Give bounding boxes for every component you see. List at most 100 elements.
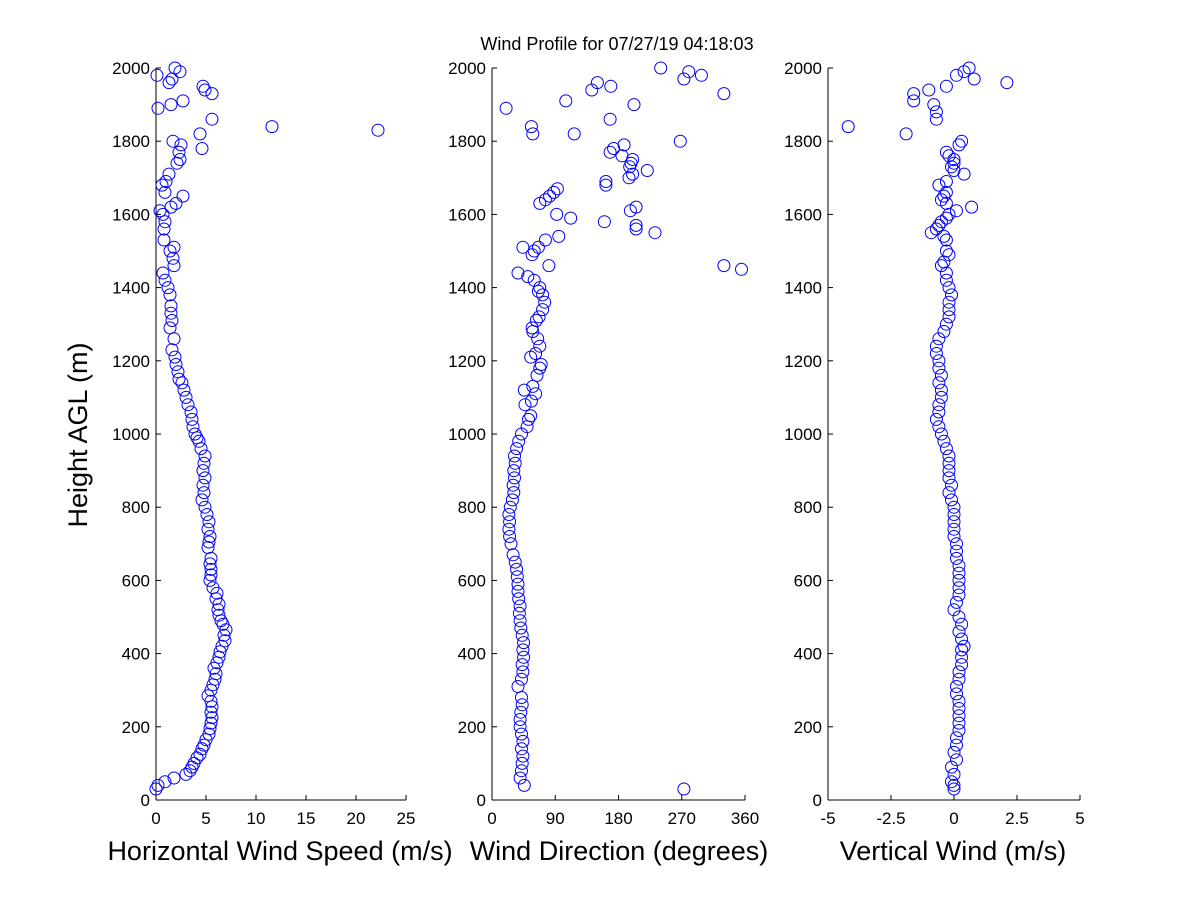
data-point — [934, 427, 948, 441]
data-point — [515, 698, 529, 712]
data-point — [512, 434, 526, 448]
data-point — [151, 778, 165, 792]
data-point — [203, 557, 217, 571]
data-point — [197, 738, 211, 752]
data-point — [216, 617, 230, 631]
data-point — [934, 390, 948, 404]
data-point — [510, 442, 524, 456]
y-tick-label: 600 — [122, 571, 150, 590]
data-point — [957, 639, 971, 653]
x-tick-label: 2.5 — [1005, 809, 1029, 828]
data-point — [942, 471, 956, 485]
data-point — [172, 145, 186, 159]
data-point — [955, 632, 969, 646]
data-point — [950, 731, 963, 745]
horizontal-wind-speed-panel: Horizontal Wind Speed (m/s) 020040060080… — [107, 59, 452, 866]
data-point — [939, 233, 953, 247]
data-point — [945, 160, 958, 174]
wind-direction-panel: Wind Direction (degrees) 0 200 400 600 800 10… — [448, 59, 768, 866]
data-point — [159, 175, 173, 188]
y-tick-label: 0 — [813, 791, 822, 810]
data-point — [203, 573, 217, 587]
y-tick-label: 0 — [141, 791, 150, 810]
data-point — [201, 541, 215, 554]
data-point — [947, 522, 961, 536]
x-tick-label: 20 — [347, 809, 366, 828]
data-point — [952, 694, 966, 708]
data-point — [952, 702, 966, 715]
data-point — [203, 722, 217, 736]
data-point — [512, 606, 526, 620]
x-tick-label: 15 — [297, 809, 316, 828]
data-point — [526, 127, 540, 141]
data-point — [513, 599, 527, 613]
data-point — [530, 368, 544, 382]
data-point — [198, 83, 212, 97]
y-tick-label: 1000 — [784, 425, 822, 444]
data-point — [955, 658, 969, 672]
data-point — [167, 332, 181, 346]
data-point — [521, 270, 535, 284]
x-axis-label-vertical: Vertical Wind (m/s) — [840, 836, 1067, 866]
y-tick-label: 1800 — [448, 132, 486, 151]
data-point — [567, 127, 581, 141]
data-point — [513, 614, 527, 628]
data-point — [164, 306, 178, 320]
data-point — [627, 98, 641, 112]
data-point — [524, 120, 538, 134]
data-point — [950, 68, 963, 82]
data-point — [929, 222, 943, 236]
data-point — [899, 127, 913, 141]
data-point — [188, 427, 202, 441]
data-point — [952, 672, 966, 686]
data-point — [371, 123, 385, 137]
data-point — [516, 749, 530, 763]
data-point — [198, 471, 212, 485]
data-point — [167, 240, 181, 254]
data-point — [213, 645, 227, 659]
data-point — [173, 65, 187, 79]
data-point — [166, 134, 180, 148]
data-point — [965, 200, 979, 214]
data-point — [937, 434, 951, 448]
data-point — [170, 156, 184, 170]
data-point — [945, 493, 958, 507]
data-point — [172, 372, 186, 386]
data-point — [177, 383, 191, 397]
data-point — [735, 262, 748, 276]
y-tick-label: 800 — [122, 498, 150, 517]
data-point — [952, 610, 966, 624]
data-point — [198, 500, 212, 514]
data-point — [218, 634, 232, 648]
data-point — [522, 412, 535, 426]
data-point — [955, 650, 969, 664]
data-point — [205, 87, 219, 101]
y-tick-label: 800 — [794, 498, 822, 517]
data-point — [502, 522, 516, 536]
data-point — [907, 87, 921, 101]
data-point — [171, 365, 185, 379]
data-point — [617, 138, 631, 152]
data-point — [947, 603, 961, 617]
data-point — [538, 233, 552, 247]
data-point — [517, 778, 531, 792]
data-point — [952, 581, 966, 595]
data-point — [939, 317, 953, 331]
chart-title: Wind Profile for 07/27/19 04:18:03 — [480, 34, 753, 54]
data-point — [164, 98, 178, 112]
data-point — [169, 358, 183, 371]
y-tick-label: 2000 — [448, 59, 486, 78]
data-point — [932, 178, 946, 192]
data-point — [508, 471, 521, 485]
y-tick-label: 1200 — [448, 352, 486, 371]
data-point — [939, 185, 953, 199]
data-point — [942, 207, 956, 221]
data-point — [204, 705, 218, 719]
data-point — [952, 716, 966, 730]
data-point — [516, 643, 530, 657]
data-point — [947, 782, 961, 796]
data-point — [717, 259, 731, 273]
y-axis-label: Height AGL (m) — [63, 342, 93, 527]
data-point — [164, 299, 178, 313]
y-tick-label: 2000 — [112, 59, 150, 78]
